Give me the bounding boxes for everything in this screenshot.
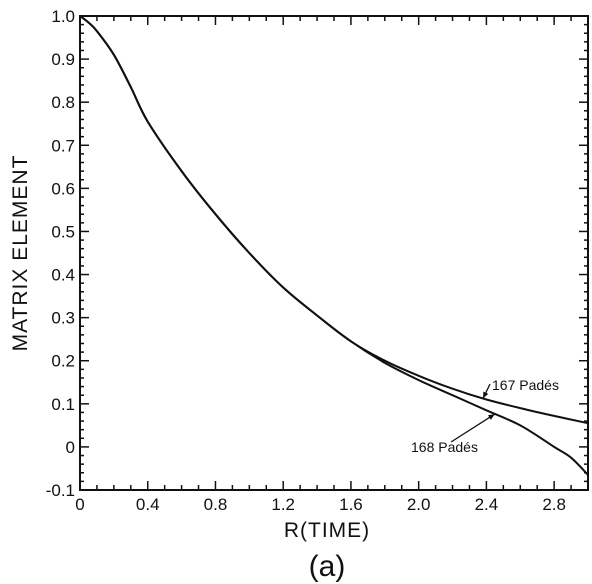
y-tick-label: 0.6	[51, 179, 75, 198]
x-tick-label: 0	[75, 495, 84, 514]
panel-label: (a)	[309, 550, 346, 583]
series-line-168-pades	[79, 15, 589, 476]
x-tick-label: 2.8	[542, 495, 566, 514]
y-tick-label: 0.5	[51, 222, 75, 241]
y-axis-title: MATRIX ELEMENT	[9, 155, 32, 352]
y-tick-label: 0	[66, 438, 75, 457]
y-tick-label: 0.3	[51, 309, 75, 328]
annotation-label: 168 Padés	[411, 439, 478, 455]
y-tick-label: 1.0	[51, 7, 75, 26]
axis-tick-labels: 0 0.4 0.8 1.2 1.6 2.0 2.4 2.8-0.100.10.20.30.40…	[46, 7, 566, 514]
y-tick-label: -0.1	[46, 481, 75, 500]
x-tick-label: 1.2	[271, 495, 295, 514]
plot-frame	[79, 15, 589, 491]
series-line-167-pades	[79, 15, 589, 425]
y-tick-label: 0.8	[51, 93, 75, 112]
annotation-leader	[450, 413, 496, 443]
annotations: 167 Padés 168 Padés	[411, 377, 559, 455]
y-tick-label: 0.2	[51, 352, 75, 371]
y-tick-label: 0.7	[51, 136, 75, 155]
annotation-arrowhead	[483, 391, 489, 399]
x-tick-label: 1.6	[339, 495, 363, 514]
x-axis-title: R(TIME)	[284, 519, 370, 542]
x-tick-label: 2.4	[475, 495, 499, 514]
y-tick-label: 0.9	[51, 50, 75, 69]
y-tick-label: 0.1	[51, 395, 75, 414]
x-tick-label: 0.4	[136, 495, 160, 514]
x-tick-label: 0.8	[204, 495, 228, 514]
series-lines	[79, 15, 589, 476]
annotation-arrowhead	[487, 414, 495, 420]
y-tick-label: 0.4	[51, 266, 75, 285]
axis-ticks	[79, 15, 589, 491]
annotation-label: 167 Padés	[492, 377, 559, 393]
x-tick-label: 2.0	[407, 495, 431, 514]
